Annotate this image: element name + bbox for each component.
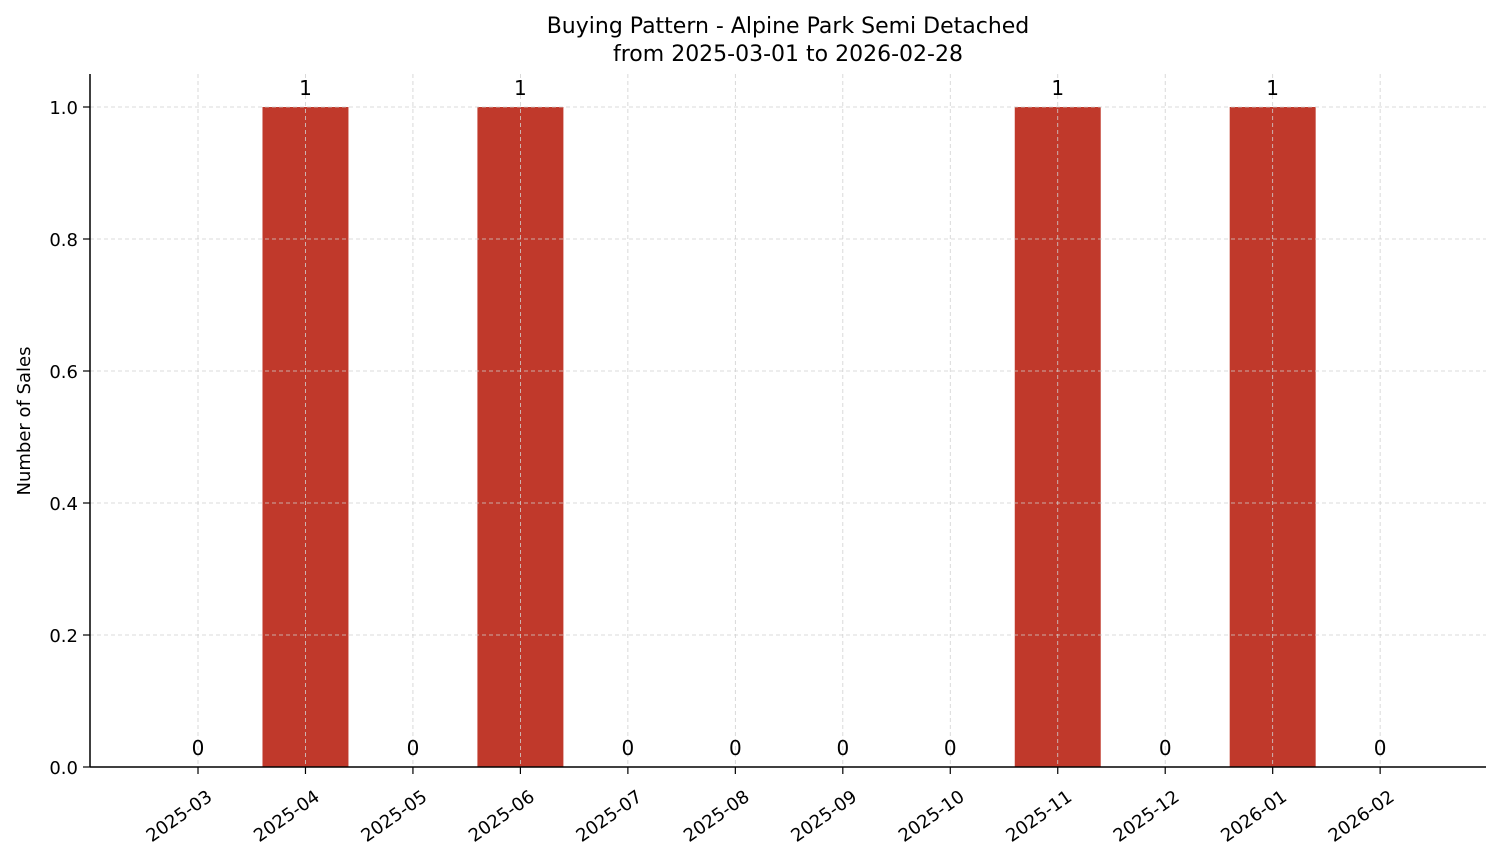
data-label: 1	[1266, 76, 1279, 100]
y-tick-label: 0.0	[49, 758, 78, 779]
x-tick-label: 2025-06	[465, 786, 539, 846]
data-label: 1	[299, 76, 312, 100]
data-label: 0	[729, 736, 742, 760]
data-label: 0	[836, 736, 849, 760]
data-label: 1	[1051, 76, 1064, 100]
y-tick-label: 0.8	[49, 230, 78, 251]
bar	[1014, 107, 1101, 767]
data-label: 0	[192, 736, 205, 760]
y-axis-label: Number of Sales	[14, 346, 35, 495]
x-tick-label: 2025-03	[143, 786, 217, 846]
data-label: 0	[622, 736, 635, 760]
x-tick-label: 2025-10	[895, 786, 969, 846]
x-tick-label: 2025-09	[787, 786, 861, 846]
x-tick-label: 2025-04	[250, 786, 324, 846]
x-tick-label: 2025-08	[680, 786, 754, 846]
data-label: 0	[944, 736, 957, 760]
bar	[477, 107, 564, 767]
y-tick-label: 0.2	[49, 626, 78, 647]
data-label: 0	[1374, 736, 1387, 760]
y-tick-label: 1.0	[49, 98, 78, 119]
data-label: 0	[1159, 736, 1172, 760]
bar	[1229, 107, 1316, 767]
chart-title: Buying Pattern - Alpine Park Semi Detach…	[547, 14, 1030, 39]
y-tick-label: 0.6	[49, 362, 78, 383]
x-tick-label: 2026-02	[1325, 786, 1399, 846]
x-tick-label: 2025-12	[1110, 786, 1184, 846]
data-label: 0	[407, 736, 420, 760]
x-tick-label: 2025-05	[357, 786, 431, 846]
x-tick-label: 2025-11	[1002, 786, 1076, 846]
y-tick-label: 0.4	[49, 494, 78, 515]
data-label: 1	[514, 76, 527, 100]
chart-subtitle: from 2025-03-01 to 2026-02-28	[613, 42, 963, 67]
bar	[262, 107, 349, 767]
x-tick-label: 2026-01	[1217, 786, 1291, 846]
x-tick-label: 2025-07	[572, 786, 646, 846]
